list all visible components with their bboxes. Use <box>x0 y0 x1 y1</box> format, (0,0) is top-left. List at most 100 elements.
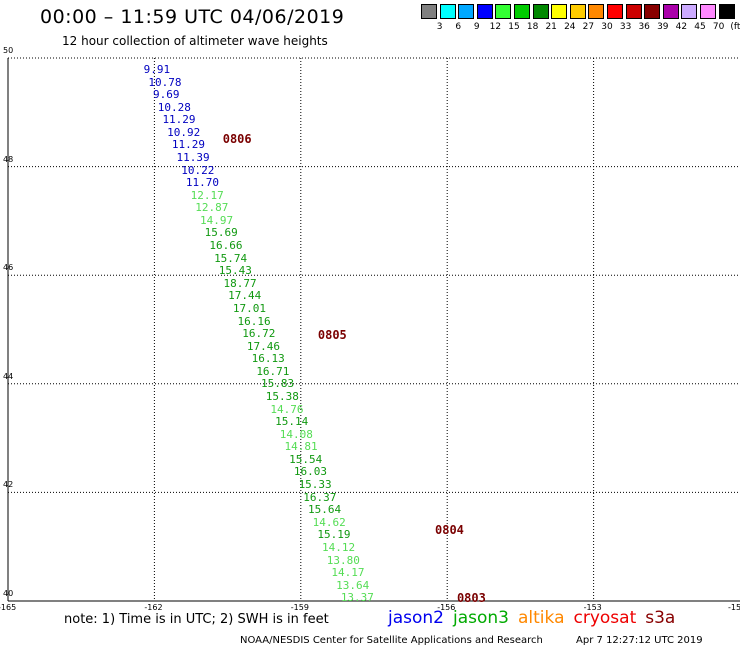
wave-height-value: 15.64 <box>307 503 342 517</box>
track-time-label: 0805 <box>317 327 347 342</box>
legend-swatch-label: 30 <box>601 22 613 32</box>
legend-swatch <box>644 4 661 19</box>
units-note: note: 1) Time is in UTC; 2) SWH is in fe… <box>64 612 329 627</box>
legend-swatch-label: 6 <box>455 22 462 32</box>
lon-tick-label: -162 <box>144 603 163 612</box>
page-title: 00:00 – 11:59 UTC 04/06/2019 <box>40 6 345 28</box>
wave-height-value: 12.87 <box>195 201 229 215</box>
wave-height-value: 15.14 <box>275 415 309 429</box>
wave-height-value: 12.17 <box>190 188 224 202</box>
lon-tick-label: -159 <box>290 603 309 612</box>
wave-height-value: 11.39 <box>176 151 210 164</box>
legend-swatch <box>625 4 642 19</box>
legend-swatch-label: 27 <box>582 22 595 32</box>
wave-height-value: 17.44 <box>228 289 262 303</box>
wave-height-value: 13.80 <box>326 553 360 567</box>
track-time-label: 0806 <box>222 132 252 147</box>
wave-height-value: 16.16 <box>237 314 271 328</box>
legend-swatch <box>569 4 586 19</box>
page-subtitle: 12 hour collection of altimeter wave hei… <box>62 34 328 48</box>
wave-height-value: 17.46 <box>246 339 281 353</box>
legend-swatch-label: 24 <box>564 22 576 32</box>
legend-swatch-label: 3 <box>436 22 443 32</box>
wave-height-value: 16.66 <box>209 239 243 253</box>
legend-swatch <box>458 4 475 19</box>
lat-tick-label: 48 <box>3 154 14 164</box>
wave-height-value: 14.17 <box>331 566 365 580</box>
legend-swatch <box>662 4 679 19</box>
wave-height-value: 17.01 <box>232 301 266 315</box>
legend-swatch <box>532 4 549 19</box>
wave-height-value: 15.83 <box>261 377 295 391</box>
wave-height-value: 16.37 <box>303 490 337 504</box>
wave-height-value: 9.69 <box>153 88 180 102</box>
lat-tick-label: 44 <box>3 371 14 381</box>
wave-height-value: 16.03 <box>293 465 327 479</box>
wave-height-value: 15.69 <box>204 226 238 240</box>
wave-height-value: 13.64 <box>336 578 370 592</box>
wave-height-value: 15.33 <box>298 478 332 492</box>
satellite-name: s3a <box>645 608 676 628</box>
wave-height-value: 14.08 <box>279 427 313 441</box>
legend-swatch-label: 9 <box>473 22 480 32</box>
legend-swatch <box>681 4 698 19</box>
lat-tick-label: 46 <box>3 263 14 273</box>
legend-swatch <box>551 4 568 19</box>
legend-swatch-label: 36 <box>638 22 650 32</box>
wave-height-value: 14.76 <box>270 402 304 416</box>
wave-height-value: 15.19 <box>317 528 351 542</box>
lat-tick-label: 42 <box>3 480 14 490</box>
legend-swatch <box>700 4 716 19</box>
legend-swatch <box>607 4 623 19</box>
lon-tick-label: -165 <box>0 603 17 612</box>
legend-swatch <box>718 4 735 19</box>
legend-swatch-label: 39 <box>657 22 669 32</box>
wave-height-value: 15.43 <box>218 264 252 278</box>
lon-tick-label: -153 <box>583 603 602 612</box>
wave-height-value: 10.28 <box>157 100 191 114</box>
wave-height-value: 11.29 <box>162 113 196 127</box>
legend-swatch <box>439 4 456 19</box>
legend-swatch <box>421 4 437 19</box>
lon-tick-label: -156 <box>437 603 456 612</box>
legend-swatch-label: 18 <box>526 22 539 32</box>
legend-swatch <box>514 4 530 19</box>
legend-swatch-label: 45 <box>694 22 706 32</box>
legend-swatch-label: 33 <box>619 22 632 32</box>
legend-swatch <box>476 4 493 19</box>
wave-height-value: 10.78 <box>148 75 182 89</box>
legend-swatch-label: 42 <box>675 22 688 32</box>
track-time-label: 0804 <box>435 523 464 538</box>
satellite-legend: jason2 jason3 altika cryosat s3a <box>388 608 684 628</box>
wave-height-value: 11.70 <box>185 176 220 190</box>
wave-height-value: 14.81 <box>284 440 318 454</box>
wave-height-value: 9.91 <box>143 62 171 76</box>
credit-footer: NOAA/NESDIS Center for Satellite Applica… <box>240 635 703 646</box>
wave-height-value: 16.13 <box>251 352 285 366</box>
wave-height-value: 10.22 <box>181 163 215 177</box>
wave-height-value: 10.92 <box>167 125 201 139</box>
lon-tick-label: -150 <box>728 603 740 612</box>
wave-height-value: 14.12 <box>322 540 356 554</box>
credit-text: NOAA/NESDIS Center for Satellite Applica… <box>240 635 543 646</box>
legend-unit: (ft) <box>730 22 740 32</box>
wave-height-value: 15.38 <box>265 390 299 403</box>
wave-height-value: 14.62 <box>312 515 346 529</box>
wave-height-value: 15.54 <box>289 452 323 466</box>
wave-height-value: 16.72 <box>242 327 276 341</box>
wave-height-value: 14.97 <box>199 213 234 227</box>
legend-swatch-label: 12 <box>489 22 502 32</box>
legend-swatch <box>495 4 512 19</box>
legend-swatch <box>588 4 605 19</box>
legend-swatch-label: 15 <box>508 22 520 32</box>
wave-height-value: 11.29 <box>171 138 205 152</box>
wave-height-value: 16.71 <box>256 364 290 378</box>
lat-tick-label: 50 <box>3 46 14 55</box>
satellite-name: jason3 <box>453 608 509 628</box>
legend-swatch-label: 70 <box>712 22 725 32</box>
wave-height-value: 15.74 <box>214 251 248 265</box>
wave-height-value: 13.37 <box>340 591 374 605</box>
legend-swatch-label: 21 <box>545 22 557 32</box>
satellite-name: jason2 <box>388 608 444 628</box>
